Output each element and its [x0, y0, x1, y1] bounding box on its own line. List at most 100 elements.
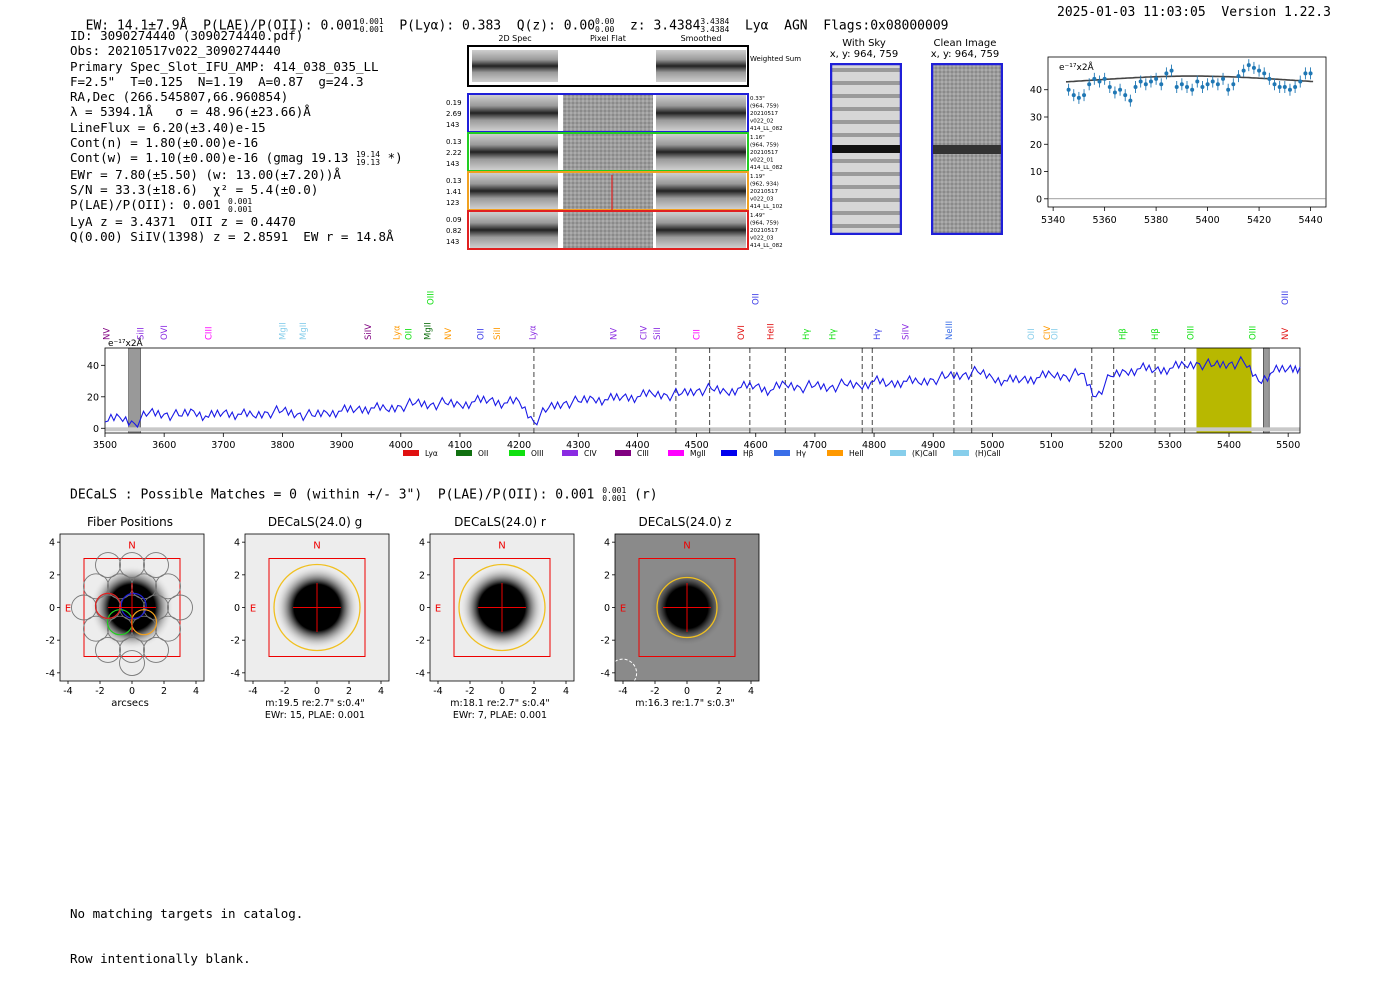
decals-ytick-label: 0 — [604, 603, 610, 614]
cutout-meta: 414_LL_082 — [750, 243, 783, 249]
spectrum-error-band — [105, 427, 1300, 432]
cutout-value: 143 — [446, 160, 459, 168]
decals-xtick-label: 4 — [748, 686, 754, 697]
decals-north-label: N — [313, 541, 320, 552]
cutout-meta: 20210517 — [750, 228, 778, 234]
decals-north-label: N — [683, 541, 690, 552]
zoom-point — [1287, 87, 1292, 92]
zoom-point — [1293, 85, 1298, 89]
zoom-point — [1190, 87, 1195, 92]
header-z-range: 3.4384 3.4384 — [700, 17, 730, 34]
fiber-circle — [95, 637, 121, 663]
zoom-point — [1123, 93, 1128, 98]
zoom-point — [1221, 76, 1226, 81]
legend-label: CIII — [637, 449, 649, 458]
header-class: Lyα AGN — [744, 18, 808, 34]
zoom-point — [1282, 85, 1287, 89]
col-header-smooth: Smoothed — [681, 34, 722, 43]
cutout-2d — [470, 212, 558, 248]
sky-title: With Sky x, y: 964, 759 — [829, 38, 899, 60]
zoom-point — [1210, 79, 1215, 84]
spectrum-line-id: MgII — [278, 322, 288, 340]
spectrum-line-id: OVI — [160, 325, 170, 340]
info-primary: Primary Spec_Slot_IFU_AMP: 414_038_035_L… — [70, 58, 379, 74]
weighted-2d — [472, 50, 558, 82]
decals-ytick-label: -2 — [416, 636, 425, 647]
col-header-2d: 2D Spec — [498, 34, 531, 43]
spectrum-xtick-label: 4300 — [566, 440, 590, 451]
zoom-point — [1087, 82, 1092, 87]
decals-panel-plot: Fiber Positions N E -4 -2 0 2 4 arcsecs -4 -2 0 2 4 — [46, 515, 205, 709]
info-lya: LyA z = 3.4371 OII z = 0.4470 — [70, 213, 296, 229]
decals-north-label: N — [498, 541, 505, 552]
cutout-meta: 20210517 — [750, 189, 778, 195]
spectrum-line-id: Hγ — [829, 329, 839, 340]
spectrum-xtick-label: 5000 — [980, 440, 1004, 451]
spectrum-line-id: NeIII — [945, 321, 955, 340]
decals-xtick-label: 2 — [716, 686, 722, 697]
info-obs: Obs: 20210517v022_3090274440 — [70, 43, 281, 59]
cutout-meta: v022_03 — [750, 236, 774, 242]
spectrum-ytick-label: 40 — [87, 361, 99, 372]
cutout-value: 143 — [446, 121, 459, 129]
zoom-point — [1118, 87, 1123, 92]
decals-ytick-label: -2 — [231, 636, 240, 647]
spectrum-xtick-label: 3500 — [93, 440, 117, 451]
cutout-value: 0.13 — [446, 177, 462, 185]
cutout-meta: 20210517 — [750, 111, 778, 117]
info-plae: P(LAE)/P(OII): 0.001 0.001 0.001 — [70, 196, 253, 214]
spectrum-xtick-label: 4700 — [803, 440, 827, 451]
info-lineflux: LineFlux = 6.20(±3.40)e-15 — [70, 119, 266, 135]
spectrum-xtick-label: 4600 — [744, 440, 768, 451]
decals-xtick-label: 4 — [193, 686, 199, 697]
spectrum-mask — [1263, 347, 1270, 434]
decals-xtick-label: 4 — [563, 686, 569, 697]
decals-ytick-label: -4 — [416, 668, 425, 679]
zoom-fit-curve — [1065, 75, 1314, 83]
zoom-point — [1071, 93, 1076, 98]
legend-swatch — [668, 450, 684, 456]
legend-label: HeII — [849, 449, 864, 458]
legend-label: Hγ — [796, 449, 807, 458]
header-version: Version 1.22.3 — [1221, 5, 1331, 20]
footer-line2: Row intentionally blank. — [70, 951, 251, 966]
legend-swatch — [403, 450, 419, 456]
zoom-point — [1097, 79, 1102, 84]
decals-panel: DECaLS(24.0) r N E -4 -2 0 2 4 m:18.1 re:2.7" s:… — [416, 512, 596, 731]
zoom-point — [1112, 90, 1117, 95]
cutout-smoothed — [656, 173, 746, 209]
zoom-point — [1082, 93, 1087, 98]
decals-aperture — [273, 563, 361, 652]
cutout-2d — [470, 173, 558, 209]
spectrum-line-id: OIII — [1281, 291, 1291, 305]
legend-label: OII — [478, 449, 488, 458]
legend-label: Lyα — [425, 449, 438, 458]
spectrum-xtick-label: 4200 — [507, 440, 531, 451]
zoom-chart: e⁻¹⁷x2Å 5340 5360 5380 5400 5420 5440 0 10 20 30 4… — [1030, 56, 1327, 226]
spectrum-xtick-label: 4500 — [684, 440, 708, 451]
fiber-circle-selected — [94, 592, 122, 619]
zoom-point — [1241, 68, 1246, 73]
spectrum-line-id: Lyα — [529, 325, 539, 340]
decals-xtick-label: -2 — [95, 686, 104, 697]
spectrum-xtick-label: 4000 — [389, 440, 413, 451]
zoom-point — [1277, 85, 1282, 89]
zoom-point — [1164, 71, 1169, 76]
cutout-meta: 1.16" — [750, 135, 765, 141]
spectrum-line-id: OII — [404, 328, 414, 340]
decals-xtick-label: 0 — [314, 686, 320, 697]
fiber-circle — [95, 552, 121, 578]
cutout-pixel-flat — [563, 212, 653, 248]
decals-east-label: E — [65, 604, 71, 615]
zoom-point — [1246, 63, 1251, 68]
cutout-meta: (962, 934) — [750, 182, 779, 188]
decals-xtick-label: -4 — [433, 686, 442, 697]
zoom-point — [1076, 95, 1081, 100]
cutout-value: 0.13 — [446, 138, 462, 146]
cutout-pixel-flat — [563, 95, 653, 131]
zoom-point — [1107, 85, 1112, 89]
zoom-point — [1128, 98, 1133, 103]
spectrum-line-id: OII — [1050, 328, 1060, 340]
cutout-grid: 2D Spec Pixel Flat Smoothed Weighted Sum… — [446, 34, 801, 250]
zoom-point — [1102, 76, 1107, 81]
